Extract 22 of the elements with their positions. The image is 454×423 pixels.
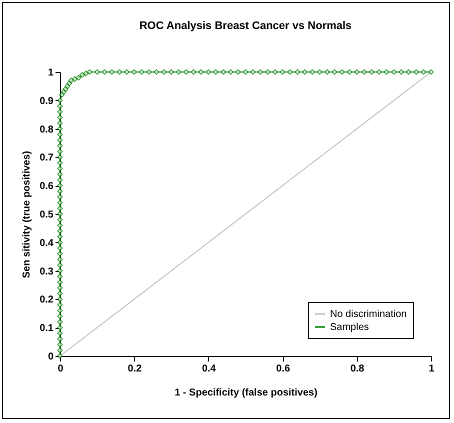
x-axis-title: 1 - Specificity (false positives) bbox=[174, 388, 318, 398]
y-axis-title: Sen sitivity (true positives) bbox=[22, 150, 33, 278]
y-tick-label: 0 bbox=[48, 352, 54, 362]
chart-title: ROC Analysis Breast Cancer vs Normals bbox=[139, 20, 352, 32]
y-tick-label: 1 bbox=[48, 68, 54, 78]
y-tick-label: 0.6 bbox=[40, 181, 54, 192]
x-tick-label: 0 bbox=[58, 364, 64, 374]
y-tick-label: 0.3 bbox=[40, 266, 54, 278]
x-tick-label: 0.4 bbox=[202, 364, 216, 374]
y-tick-label: 0.5 bbox=[40, 210, 54, 220]
legend-label: Samples bbox=[330, 322, 369, 333]
y-tick-label: 0.9 bbox=[40, 96, 54, 107]
y-tick-label: 0.1 bbox=[40, 323, 54, 334]
y-tick-label: 0.2 bbox=[40, 294, 54, 306]
x-tick-label: 0.6 bbox=[276, 364, 290, 374]
y-tick-label: 0.4 bbox=[40, 238, 54, 249]
x-tick-label: 0.8 bbox=[350, 364, 365, 374]
y-tick-label: 0.7 bbox=[40, 152, 54, 164]
x-tick-label: 1 bbox=[428, 364, 435, 374]
y-tick-label: 0.8 bbox=[40, 124, 54, 136]
x-tick-label: 0.2 bbox=[128, 364, 142, 374]
legend-label: No discrimination bbox=[330, 309, 407, 320]
